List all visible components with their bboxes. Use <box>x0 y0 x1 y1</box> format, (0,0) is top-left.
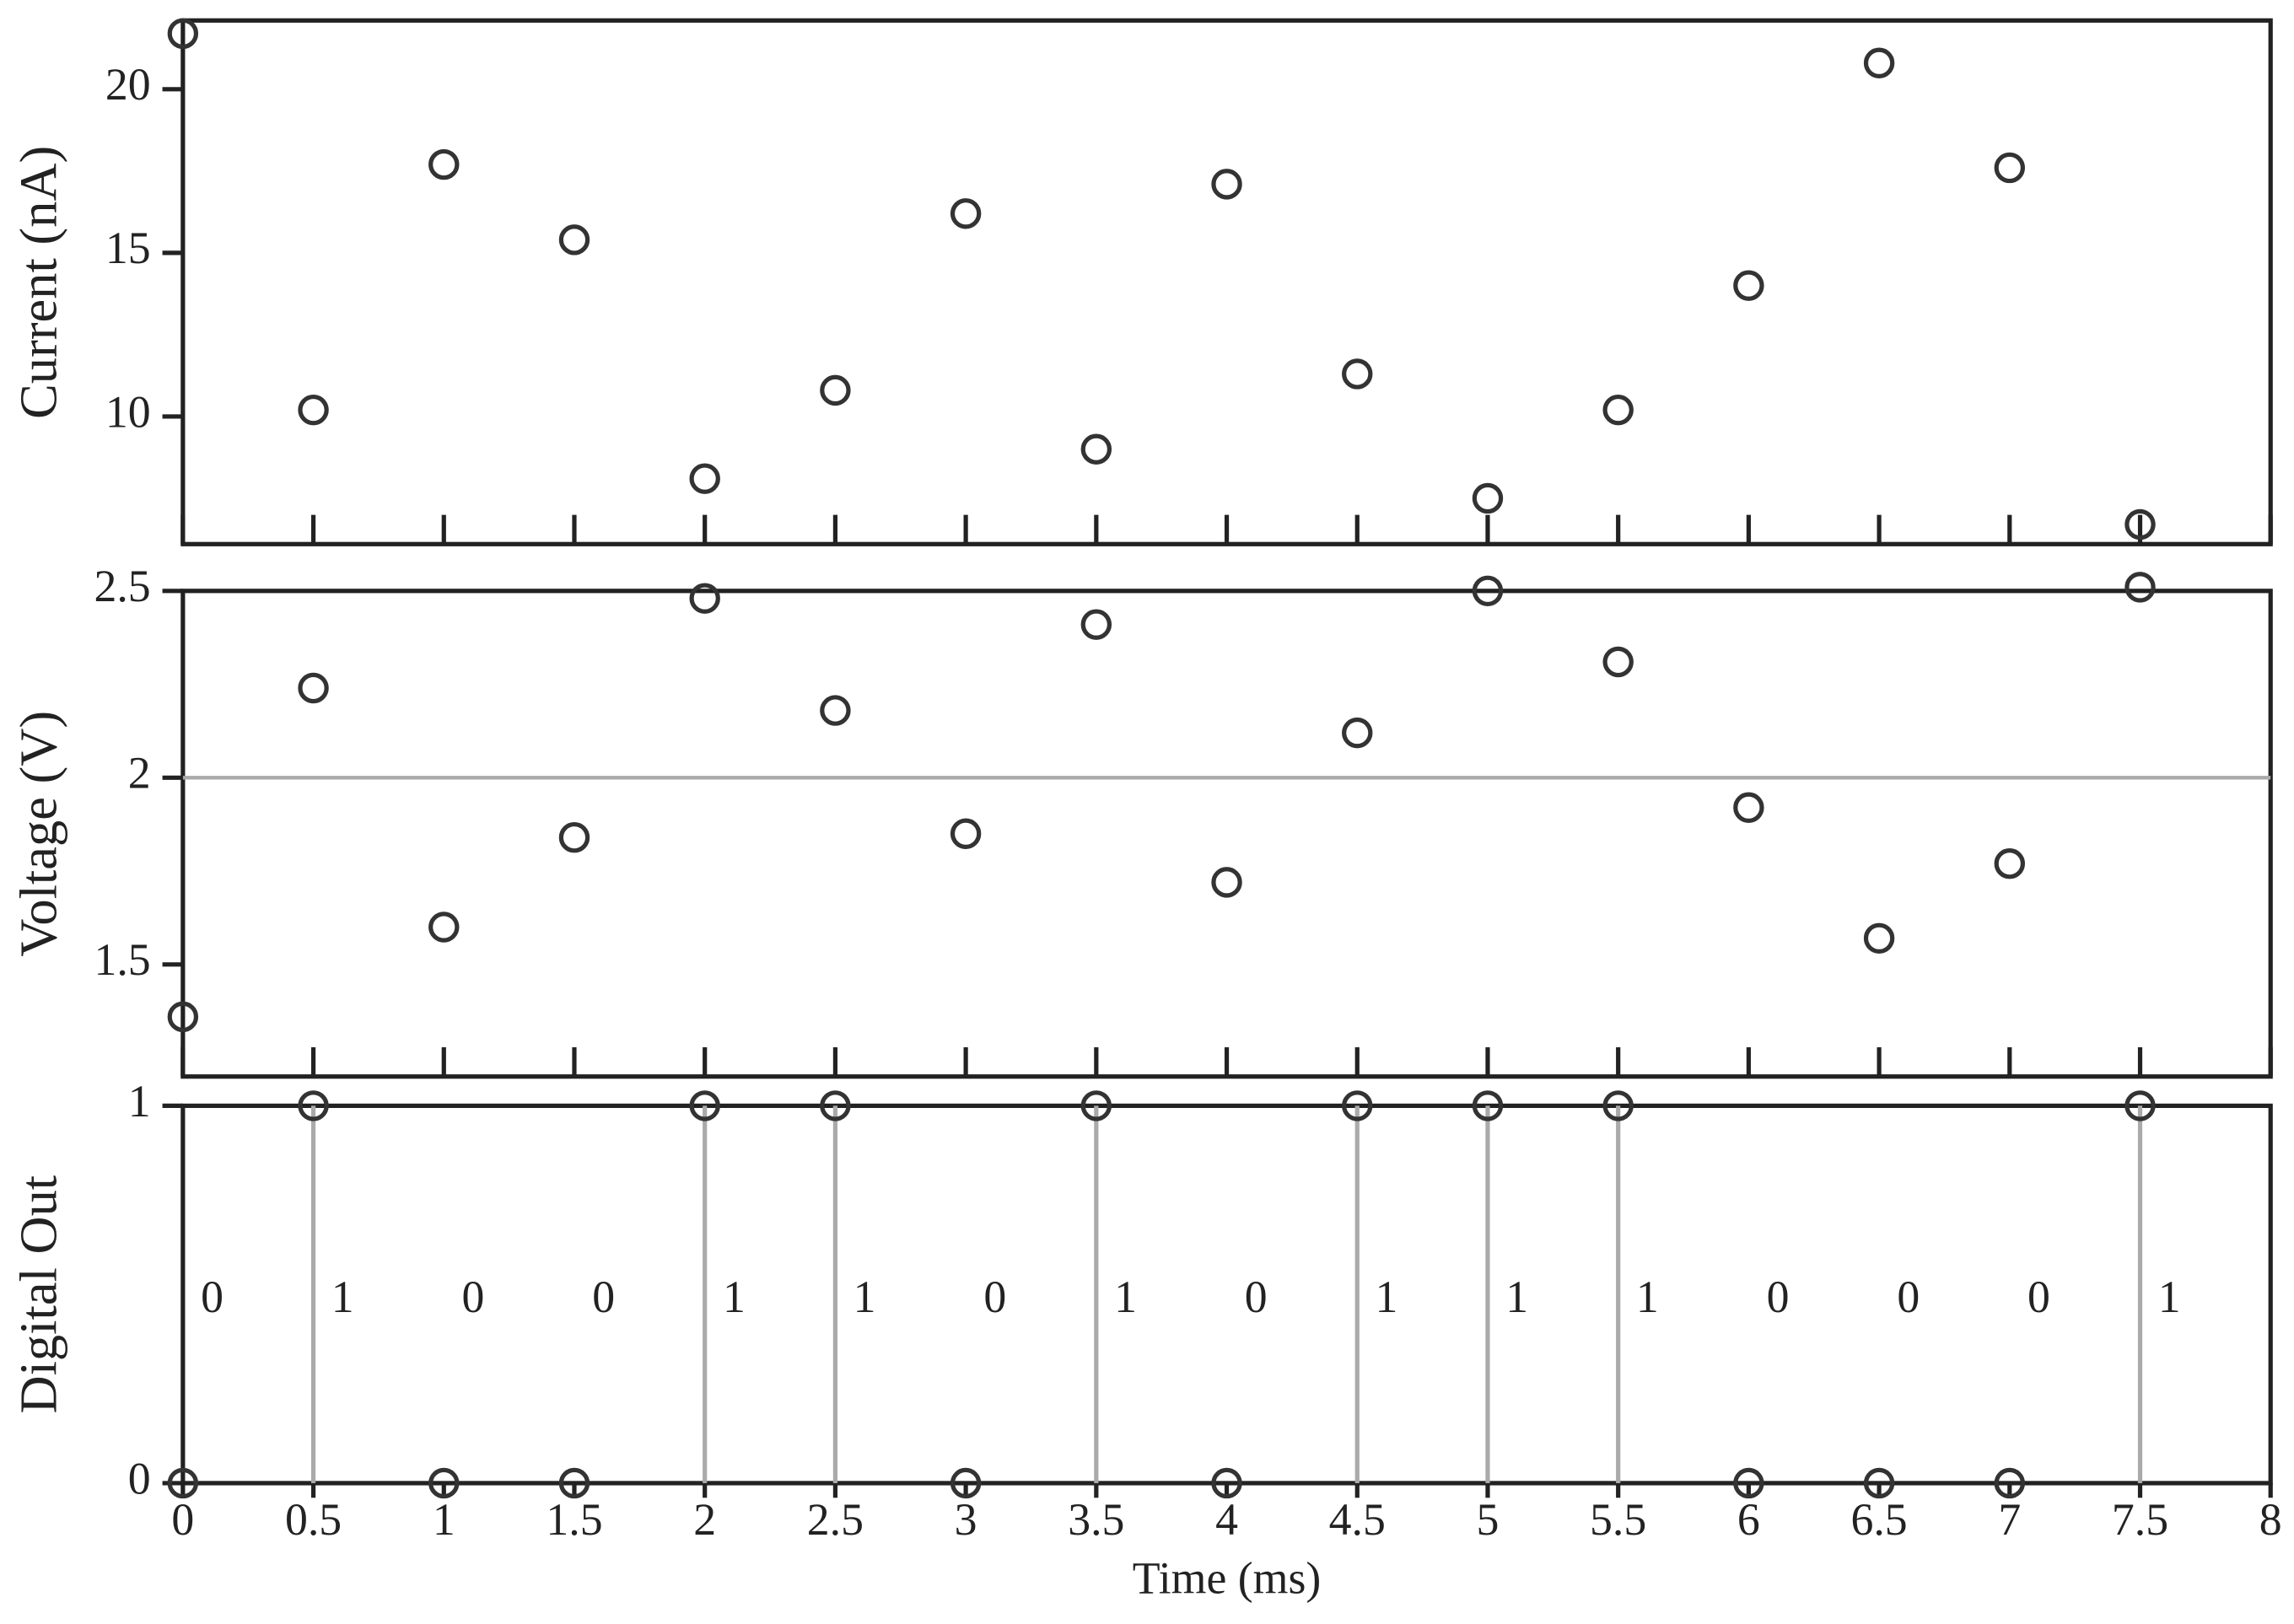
x-tick-label: 7 <box>1998 1494 2021 1545</box>
point <box>1080 433 1112 465</box>
point <box>1211 867 1242 898</box>
point <box>558 821 590 853</box>
x-tick-label: 1.5 <box>546 1494 602 1545</box>
y-tick-label: 2.5 <box>94 561 150 611</box>
data-label: 1 <box>1114 1272 1137 1322</box>
x-tick-label: 5 <box>1477 1494 1500 1545</box>
point <box>1211 1467 1242 1499</box>
point <box>1080 1090 1112 1121</box>
point <box>1863 922 1895 955</box>
data-label: 0 <box>462 1272 485 1322</box>
plot-frame <box>180 1103 2273 1486</box>
point <box>558 224 590 255</box>
data-label: 1 <box>1505 1272 1528 1322</box>
x-tick-label: 1 <box>433 1494 455 1545</box>
x-tick-label: 3 <box>955 1494 977 1545</box>
point <box>428 148 460 180</box>
data-label: 1 <box>1375 1272 1397 1322</box>
data-label: 0 <box>2027 1272 2050 1322</box>
point <box>1472 575 1504 607</box>
x-tick-label: 4.5 <box>1329 1494 1386 1545</box>
point <box>298 394 329 426</box>
x-tick-label: 2 <box>693 1494 716 1545</box>
x-tick-label: 7.5 <box>2112 1494 2168 1545</box>
y-tick-label: 10 <box>105 386 151 437</box>
point <box>2124 508 2156 540</box>
point <box>428 911 460 943</box>
point <box>2124 572 2156 603</box>
point <box>167 18 199 50</box>
point <box>1342 358 1373 390</box>
point <box>1733 792 1764 823</box>
point <box>1080 609 1112 640</box>
data-label: 1 <box>2158 1272 2181 1322</box>
point <box>1211 169 1242 200</box>
x-tick-label: 4 <box>1215 1494 1238 1545</box>
y-tick-label: 0 <box>128 1453 151 1503</box>
data-label: 1 <box>854 1272 876 1322</box>
data-label: 0 <box>1245 1272 1268 1322</box>
data-label: 0 <box>1897 1272 1920 1322</box>
point <box>1342 1090 1373 1121</box>
data-label: 0 <box>983 1272 1006 1322</box>
point <box>167 1001 199 1033</box>
y-tick-label: 2 <box>128 748 151 799</box>
point <box>1994 1467 2026 1499</box>
point <box>1472 482 1504 514</box>
y-tick-label: 1 <box>128 1076 151 1127</box>
x-tick-label: 8 <box>2259 1494 2282 1545</box>
data-label: 0 <box>201 1272 223 1322</box>
x-tick-label: 5.5 <box>1590 1494 1646 1545</box>
x-tick-label: 0 <box>171 1494 194 1545</box>
point <box>1602 646 1634 678</box>
data-label: 1 <box>1636 1272 1659 1322</box>
plot-frame <box>180 589 2273 1079</box>
y-tick-label: 1.5 <box>94 934 150 985</box>
point <box>1342 717 1373 749</box>
point <box>558 1467 590 1499</box>
x-tick-label: 3.5 <box>1068 1494 1124 1545</box>
point <box>1733 270 1764 301</box>
point <box>1863 47 1895 78</box>
point <box>2124 1090 2156 1121</box>
point <box>298 672 329 704</box>
point <box>820 695 851 726</box>
x-tick-label: 2.5 <box>807 1494 864 1545</box>
x-tick-label: 6.5 <box>1850 1494 1907 1545</box>
y-tick-label: 15 <box>105 223 151 273</box>
point <box>689 1090 720 1121</box>
point <box>1602 1090 1634 1121</box>
point <box>428 1467 460 1499</box>
data-label: 1 <box>723 1272 746 1322</box>
point <box>689 583 720 614</box>
point <box>689 463 720 494</box>
point <box>1863 1467 1895 1499</box>
data-label: 0 <box>592 1272 615 1322</box>
point <box>167 1467 199 1499</box>
y-axis-label: Digital Out <box>8 1175 67 1414</box>
point <box>1602 394 1634 426</box>
point <box>1472 1090 1504 1121</box>
y-axis-label: Voltage (V) <box>8 711 67 957</box>
point <box>820 374 851 406</box>
point <box>1733 1467 1764 1499</box>
point <box>1994 847 2026 879</box>
data-label: 0 <box>1767 1272 1790 1322</box>
point <box>950 198 982 229</box>
x-axis-label: Time (ms) <box>1133 1552 1322 1603</box>
y-axis-label: Current (nA) <box>8 146 67 419</box>
x-tick-label: 6 <box>1737 1494 1760 1545</box>
y-tick-label: 20 <box>105 59 151 110</box>
point <box>950 1467 982 1499</box>
point <box>1994 152 2026 184</box>
point <box>298 1090 329 1121</box>
data-label: 1 <box>331 1272 354 1322</box>
point <box>820 1090 851 1121</box>
plot-frame <box>180 18 2273 546</box>
point <box>950 818 982 849</box>
x-tick-label: 0.5 <box>285 1494 342 1545</box>
